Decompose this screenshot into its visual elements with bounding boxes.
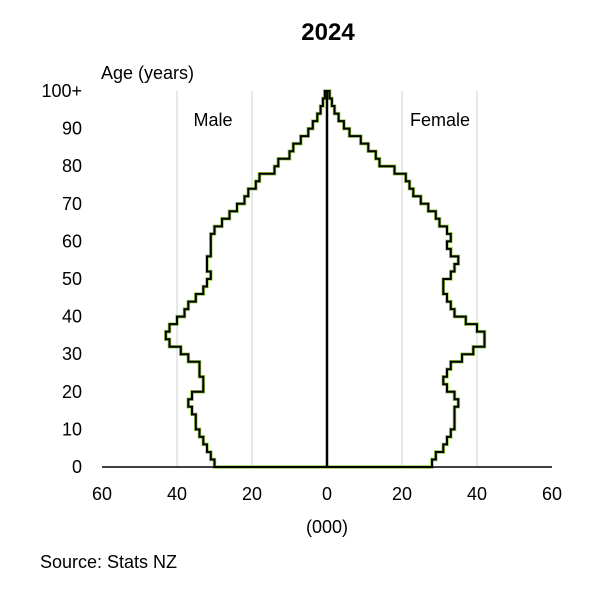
x-tick-label-p40: 40 [467,484,487,504]
gridlines [176,91,478,467]
x-tick-label-p0: 0 [322,484,332,504]
x-tick-label-p20: 20 [392,484,412,504]
y-tick-label-50: 50 [62,269,82,289]
x-tick-label-m40: 40 [167,484,187,504]
x-axis-label: (000) [306,517,348,537]
x-tick-label-m60: 60 [92,484,112,504]
series-female-shade [327,89,487,469]
series-label-male: Male [193,110,232,130]
source-note: Source: Stats NZ [40,552,177,572]
y-tick-label-80: 80 [62,156,82,176]
chart-title: 2024 [301,19,355,46]
x-tick-label-m20: 20 [242,484,262,504]
x-tick-label-p60: 60 [542,484,562,504]
y-tick-label-70: 70 [62,194,82,214]
y-tick-label-20: 20 [62,382,82,402]
y-axis-label: Age (years) [101,63,194,83]
y-tick-label-10: 10 [62,419,82,439]
series-male-shade [164,89,327,469]
y-tick-label-100: 100+ [41,81,82,101]
pyramid-series [164,89,487,469]
y-tick-label-90: 90 [62,119,82,139]
series-male-outline [164,90,327,468]
axes: 0 10 20 30 40 50 60 70 80 90 100+ 60 40 20 0 20 40 60 [41,81,562,504]
y-tick-label-30: 30 [62,344,82,364]
series-label-female: Female [410,110,470,130]
series-female-outline [327,90,486,468]
y-tick-label-40: 40 [62,307,82,327]
y-tick-label-0: 0 [72,457,82,477]
y-tick-label-60: 60 [62,231,82,251]
